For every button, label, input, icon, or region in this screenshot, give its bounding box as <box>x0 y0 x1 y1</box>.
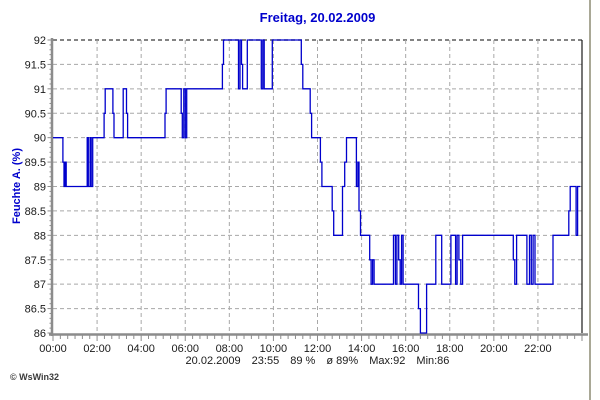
x-tick-labels: 00:00 02:00 04:00 06:00 08:00 10:00 12:00 14:00… <box>39 343 551 355</box>
svg-text:22:00: 22:00 <box>524 343 552 355</box>
svg-text:90.5: 90.5 <box>25 108 46 120</box>
svg-text:20:00: 20:00 <box>480 343 508 355</box>
svg-text:18:00: 18:00 <box>436 343 464 355</box>
footer-date: 20.02.2009 <box>185 355 241 367</box>
svg-text:14:00: 14:00 <box>348 343 376 355</box>
svg-text:86: 86 <box>34 328 46 340</box>
footer-min: Min:86 <box>416 355 450 367</box>
svg-text:02:00: 02:00 <box>83 343 111 355</box>
svg-text:91: 91 <box>34 84 46 96</box>
humidity-line <box>53 39 581 334</box>
svg-text:06:00: 06:00 <box>171 343 199 355</box>
window-right-edge <box>589 0 591 400</box>
svg-text:87.5: 87.5 <box>25 255 46 267</box>
footer-average: ø 89% <box>326 355 359 367</box>
svg-text:00:00: 00:00 <box>39 343 67 355</box>
credit-label: © WsWin32 <box>10 372 60 382</box>
svg-text:89: 89 <box>34 182 46 194</box>
svg-text:91.5: 91.5 <box>25 59 46 71</box>
footer-max: Max:92 <box>369 355 406 367</box>
svg-text:90: 90 <box>34 133 46 145</box>
svg-text:16:00: 16:00 <box>392 343 420 355</box>
svg-text:12:00: 12:00 <box>304 343 332 355</box>
svg-text:92: 92 <box>34 35 46 47</box>
svg-text:87: 87 <box>34 279 46 291</box>
svg-text:10:00: 10:00 <box>260 343 288 355</box>
footer-time: 23:55 <box>251 355 280 367</box>
footer-current-value: 89 % <box>290 355 316 367</box>
svg-text:89.5: 89.5 <box>25 157 46 169</box>
svg-text:08:00: 08:00 <box>216 343 244 355</box>
svg-text:04:00: 04:00 <box>127 343 155 355</box>
svg-text:86.5: 86.5 <box>25 304 46 316</box>
chart-title: Freitag, 20.02.2009 <box>259 10 376 25</box>
v-gridlines <box>96 40 539 333</box>
footer-summary: 20.02.2009 23:55 89 % ø 89% Max:92 Min:8… <box>53 355 582 367</box>
x-tick-marks <box>52 335 583 341</box>
svg-text:88.5: 88.5 <box>25 206 46 218</box>
svg-text:88: 88 <box>34 230 46 242</box>
y-tick-labels: 86 86.5 87 87.5 88 88.5 89 89.5 90 90.5 91 91.5 92 <box>25 35 46 340</box>
